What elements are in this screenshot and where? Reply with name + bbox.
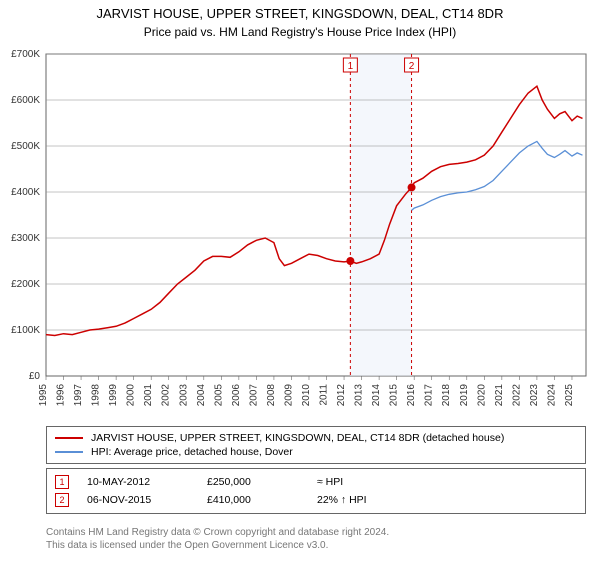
ytick-label: £600K (11, 95, 40, 106)
event-row-price: £250,000 (207, 476, 317, 488)
xtick-label: 2000 (126, 384, 137, 407)
event-table-row: 1 10-MAY-2012£250,000≈ HPI (55, 473, 577, 491)
ytick-label: £300K (11, 233, 40, 244)
chart-subtitle: Price paid vs. HM Land Registry's House … (0, 25, 600, 39)
event-band (350, 54, 411, 376)
xtick-label: 2011 (319, 384, 330, 406)
xtick-label: 1998 (91, 384, 102, 407)
xtick-label: 2004 (196, 384, 207, 407)
ytick-label: £0 (29, 371, 41, 382)
xtick-label: 2017 (424, 384, 435, 407)
event-row-vs-hpi: 22% ↑ HPI (317, 494, 437, 506)
event-row-date: 10-MAY-2012 (87, 476, 207, 488)
xtick-label: 1995 (38, 384, 49, 407)
xtick-label: 2010 (301, 384, 312, 407)
xtick-label: 2016 (406, 384, 417, 407)
xtick-label: 2013 (354, 384, 365, 407)
event-table-row: 2 06-NOV-2015£410,00022% ↑ HPI (55, 491, 577, 509)
ytick-label: £400K (11, 187, 40, 198)
legend-swatch (55, 451, 83, 453)
xtick-label: 2001 (143, 384, 154, 407)
plot-border (46, 54, 586, 376)
event-row-price: £410,000 (207, 494, 317, 506)
xtick-label: 2025 (564, 384, 575, 407)
xtick-label: 2019 (459, 384, 470, 407)
chart-root: JARVIST HOUSE, UPPER STREET, KINGSDOWN, … (0, 6, 600, 566)
xtick-label: 2024 (546, 384, 557, 407)
xtick-label: 2020 (476, 384, 487, 407)
footer-line-1: Contains HM Land Registry data © Crown c… (46, 526, 389, 539)
series-hpi (412, 141, 583, 210)
xtick-label: 2014 (371, 384, 382, 407)
xtick-label: 2008 (266, 384, 277, 407)
xtick-label: 2006 (231, 384, 242, 407)
event-marker-dot (346, 257, 354, 265)
legend-row: JARVIST HOUSE, UPPER STREET, KINGSDOWN, … (55, 431, 577, 445)
legend-box: JARVIST HOUSE, UPPER STREET, KINGSDOWN, … (46, 426, 586, 464)
chart-title: JARVIST HOUSE, UPPER STREET, KINGSDOWN, … (0, 6, 600, 21)
ytick-label: £500K (11, 141, 40, 152)
event-marker-badge-text: 2 (409, 61, 415, 72)
xtick-label: 2023 (529, 384, 540, 407)
xtick-label: 2002 (161, 384, 172, 407)
event-row-vs-hpi: ≈ HPI (317, 476, 437, 488)
xtick-label: 2022 (511, 384, 522, 407)
xtick-label: 1996 (56, 384, 67, 407)
xtick-label: 2009 (283, 384, 294, 407)
xtick-label: 1999 (108, 384, 119, 407)
event-table: 1 10-MAY-2012£250,000≈ HPI 2 06-NOV-2015£41… (46, 468, 586, 514)
xtick-label: 2012 (336, 384, 347, 407)
xtick-label: 2015 (389, 384, 400, 407)
legend-row: HPI: Average price, detached house, Dove… (55, 445, 577, 459)
xtick-label: 2021 (494, 384, 505, 407)
legend-label: JARVIST HOUSE, UPPER STREET, KINGSDOWN, … (91, 432, 504, 444)
xtick-label: 2018 (441, 384, 452, 407)
xtick-label: 2003 (178, 384, 189, 407)
ytick-label: £200K (11, 279, 40, 290)
event-marker-dot (408, 183, 416, 191)
series-property (46, 86, 583, 335)
ytick-label: £100K (11, 325, 40, 336)
xtick-label: 2007 (248, 384, 259, 407)
footer-line-2: This data is licensed under the Open Gov… (46, 539, 389, 552)
event-marker-badge-text: 1 (348, 61, 354, 72)
ytick-label: £700K (11, 49, 40, 60)
event-row-marker: 1 (55, 475, 69, 489)
event-row-date: 06-NOV-2015 (87, 494, 207, 506)
event-row-marker: 2 (55, 493, 69, 507)
xtick-label: 1997 (73, 384, 84, 407)
legend-label: HPI: Average price, detached house, Dove… (91, 446, 293, 458)
footer-text: Contains HM Land Registry data © Crown c… (46, 526, 389, 552)
legend-swatch (55, 437, 83, 439)
plot-area: £0£100K£200K£300K£400K£500K£600K£700K199… (46, 54, 586, 376)
xtick-label: 2005 (213, 384, 224, 407)
